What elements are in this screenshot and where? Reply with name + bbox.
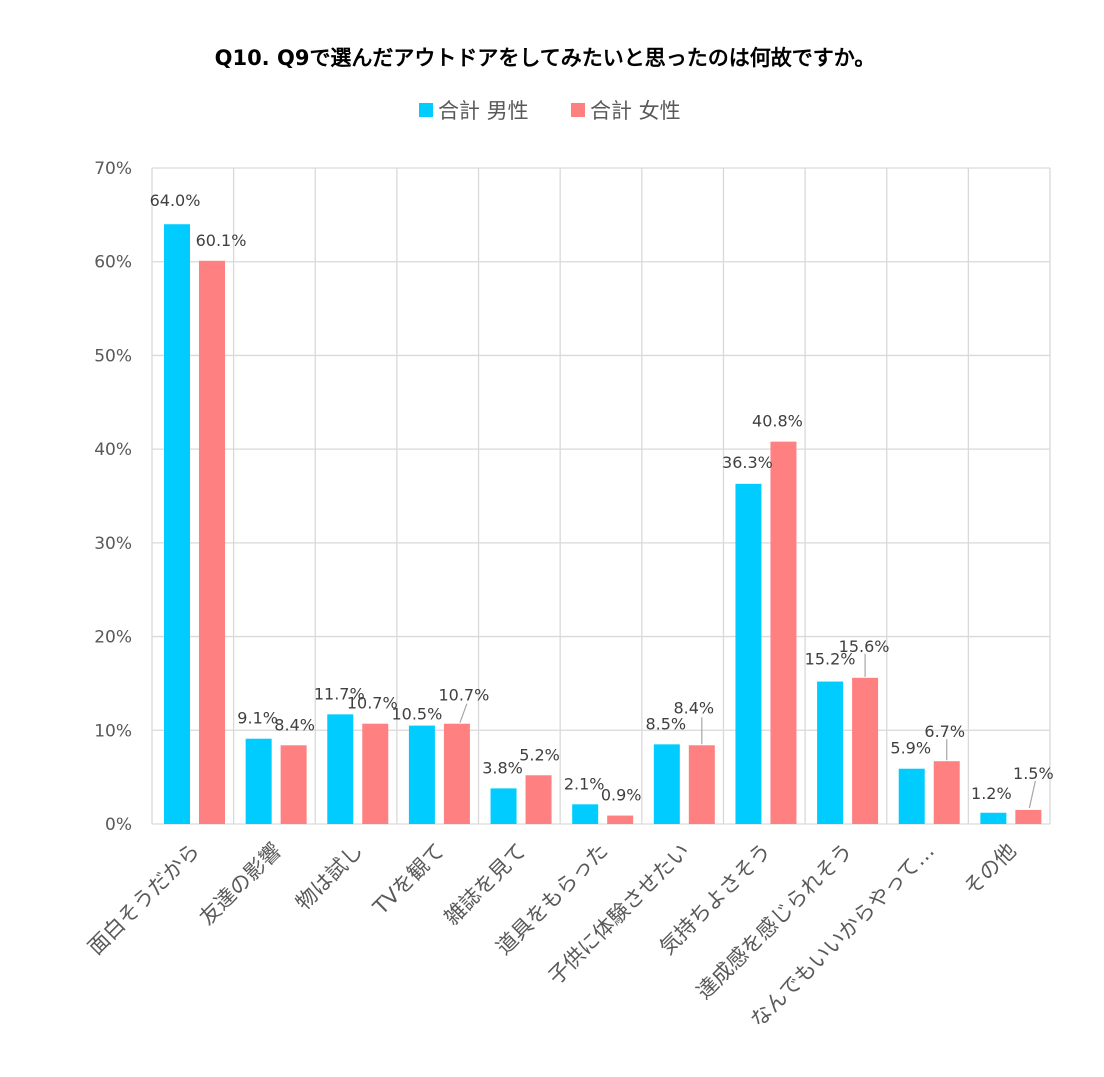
data-label: 15.2% <box>805 650 856 669</box>
bar-female <box>443 723 470 824</box>
bar-male <box>327 714 354 824</box>
data-label: 1.5% <box>1013 764 1054 783</box>
data-label: 40.8% <box>752 412 803 431</box>
data-label: 36.3% <box>722 453 773 472</box>
bar-female <box>688 745 715 824</box>
data-label: 8.5% <box>645 714 686 733</box>
bar-female <box>933 761 960 824</box>
bar-male <box>408 725 435 824</box>
data-label: 2.1% <box>564 774 605 793</box>
leader-line <box>1028 780 1036 809</box>
data-label: 1.2% <box>971 784 1012 803</box>
data-label: 0.9% <box>601 786 642 805</box>
bar-male <box>980 812 1007 824</box>
y-tick-label: 40% <box>94 440 132 460</box>
x-tick-label: 面白そうだから <box>83 839 204 960</box>
bars <box>164 224 1042 825</box>
legend-label: 合計 女性 <box>590 99 681 123</box>
legend-swatch <box>419 103 433 117</box>
y-tick-label: 50% <box>94 346 132 366</box>
plot-area: 0%10%20%30%40%50%60%70% 64.0%60.1%9.1%8.… <box>83 159 1053 1032</box>
bar-male <box>490 788 517 824</box>
x-tick-label: 物は試し <box>291 839 367 915</box>
chart-title: Q10. Q9で選んだアウトドアをしてみたいと思ったのは何故ですか。 <box>215 46 876 70</box>
x-tick-label: 達成感を感じられそう <box>692 839 857 1004</box>
data-label: 11.7% <box>314 684 365 703</box>
data-label: 64.0% <box>150 191 201 210</box>
bar-female <box>1015 809 1042 824</box>
data-label: 3.8% <box>482 758 523 777</box>
data-label: 10.7% <box>438 686 489 705</box>
y-tick-label: 20% <box>94 628 132 648</box>
y-tick-label: 0% <box>105 815 132 835</box>
y-tick-label: 30% <box>94 534 132 554</box>
data-label: 10.7% <box>347 694 398 713</box>
data-label: 5.2% <box>519 745 560 764</box>
bar-female <box>199 260 225 825</box>
y-tick-label: 10% <box>94 721 132 741</box>
data-label: 10.5% <box>391 705 442 724</box>
legend: 合計 男性 合計 女性 <box>419 99 681 123</box>
legend-swatch <box>571 103 585 117</box>
data-label: 15.6% <box>839 637 890 656</box>
y-tick-label: 70% <box>94 159 132 179</box>
x-tick-label: 友達の影響 <box>195 839 286 930</box>
data-label: 6.7% <box>924 722 965 741</box>
bar-female <box>852 677 879 824</box>
x-tick-label: その他 <box>959 839 1021 901</box>
bar-female <box>362 723 389 824</box>
bar-female <box>525 775 552 824</box>
data-labels: 64.0%60.1%9.1%8.4%11.7%10.7%10.5%10.7%3.… <box>150 191 1054 804</box>
y-tick-label: 60% <box>94 253 132 273</box>
bar-male <box>817 681 844 824</box>
bar-male <box>164 224 190 824</box>
bar-male <box>898 768 925 824</box>
bar-male <box>735 483 762 824</box>
data-label: 60.1% <box>196 231 247 250</box>
bar-female <box>607 815 634 824</box>
bar-male <box>245 738 272 824</box>
bar-female <box>280 745 307 824</box>
data-label: 5.9% <box>890 739 931 758</box>
leader-line <box>459 703 468 723</box>
data-label: 8.4% <box>274 715 315 734</box>
y-axis: 0% 10% 20% 30% 40% 50% 60% 70% <box>94 159 132 835</box>
gridlines <box>151 167 1051 825</box>
bar-male <box>572 804 599 824</box>
label-leader-lines <box>459 653 1036 809</box>
bar-male <box>653 744 680 824</box>
data-label: 8.4% <box>673 698 714 717</box>
data-label: 9.1% <box>237 709 278 728</box>
bar-female <box>770 441 797 824</box>
legend-label: 合計 男性 <box>438 99 529 123</box>
x-tick-label: 子供に体験させたい <box>544 839 695 990</box>
x-tick-label: TVを観て <box>368 839 449 920</box>
